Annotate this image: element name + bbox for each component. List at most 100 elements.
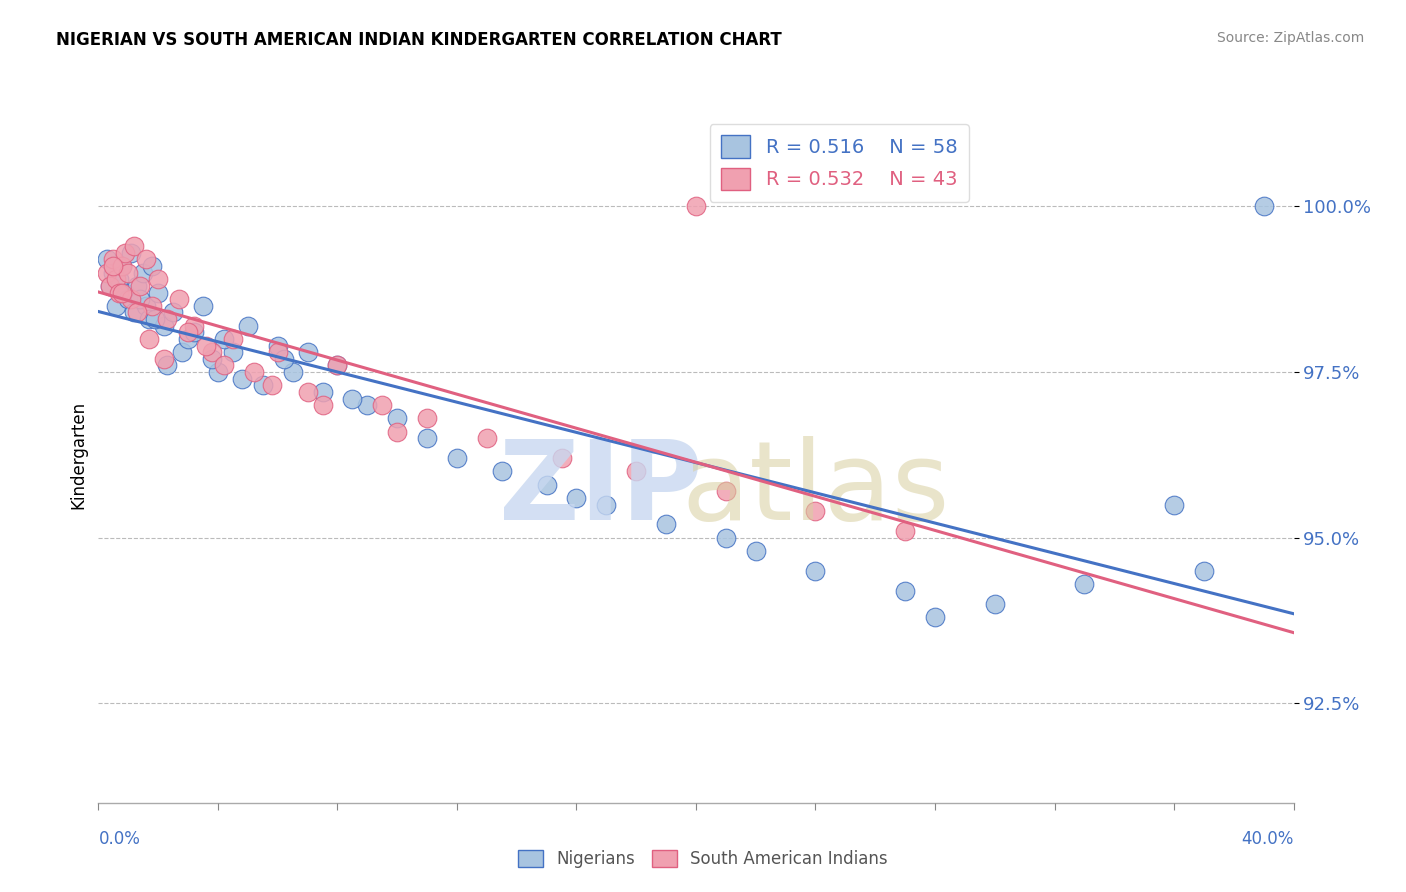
Text: 0.0%: 0.0% — [98, 830, 141, 847]
Point — [714, 531, 737, 545]
Point — [124, 239, 146, 253]
Point — [103, 252, 125, 267]
Point — [983, 597, 1005, 611]
Point — [236, 318, 259, 333]
Point — [120, 292, 142, 306]
Point — [356, 398, 378, 412]
Point — [96, 252, 118, 267]
Point — [804, 564, 827, 578]
Text: ZIP: ZIP — [499, 436, 702, 543]
Point — [326, 359, 349, 373]
Point — [624, 465, 647, 479]
Point — [156, 312, 179, 326]
Point — [162, 305, 184, 319]
Point — [385, 411, 409, 425]
Point — [191, 299, 214, 313]
Point — [252, 378, 274, 392]
Point — [143, 312, 166, 326]
Point — [148, 285, 170, 300]
Point — [297, 384, 319, 399]
Point — [153, 318, 176, 333]
Point — [129, 292, 152, 306]
Text: 40.0%: 40.0% — [1241, 830, 1294, 847]
Point — [103, 259, 125, 273]
Point — [177, 326, 200, 340]
Point — [167, 292, 190, 306]
Point — [127, 279, 149, 293]
Point — [714, 484, 737, 499]
Point — [536, 477, 558, 491]
Point — [141, 259, 163, 273]
Point — [183, 326, 205, 340]
Point — [111, 259, 134, 273]
Point — [231, 372, 253, 386]
Point — [98, 279, 122, 293]
Point — [565, 491, 588, 505]
Point — [595, 498, 617, 512]
Point — [685, 199, 707, 213]
Point — [114, 285, 136, 300]
Point — [177, 332, 200, 346]
Point — [326, 359, 349, 373]
Point — [371, 398, 394, 412]
Point — [124, 305, 146, 319]
Point — [416, 411, 439, 425]
Point — [212, 359, 235, 373]
Point — [105, 299, 128, 313]
Point — [243, 365, 266, 379]
Point — [156, 359, 179, 373]
Point — [475, 431, 498, 445]
Point — [1073, 577, 1095, 591]
Point — [297, 345, 319, 359]
Legend: Nigerians, South American Indians: Nigerians, South American Indians — [512, 843, 894, 875]
Point — [550, 451, 572, 466]
Point — [207, 365, 229, 379]
Point — [201, 345, 224, 359]
Point — [120, 245, 142, 260]
Point — [129, 279, 152, 293]
Point — [745, 544, 768, 558]
Point — [138, 332, 160, 346]
Point — [894, 583, 917, 598]
Point — [141, 299, 163, 313]
Point — [96, 266, 118, 280]
Point — [183, 318, 205, 333]
Point — [804, 504, 827, 518]
Point — [342, 392, 364, 406]
Legend: R = 0.516    N = 58, R = 0.532    N = 43: R = 0.516 N = 58, R = 0.532 N = 43 — [710, 124, 969, 202]
Point — [267, 345, 290, 359]
Text: NIGERIAN VS SOUTH AMERICAN INDIAN KINDERGARTEN CORRELATION CHART: NIGERIAN VS SOUTH AMERICAN INDIAN KINDER… — [56, 31, 782, 49]
Point — [148, 272, 170, 286]
Text: atlas: atlas — [682, 436, 949, 543]
Point — [385, 425, 409, 439]
Point — [132, 266, 155, 280]
Point — [655, 517, 678, 532]
Point — [201, 351, 224, 366]
Point — [172, 345, 194, 359]
Point — [491, 465, 513, 479]
Point — [311, 398, 333, 412]
Point — [416, 431, 439, 445]
Point — [1163, 498, 1185, 512]
Point — [260, 378, 283, 392]
Point — [138, 312, 160, 326]
Point — [111, 259, 134, 273]
Point — [98, 279, 122, 293]
Point — [108, 285, 131, 300]
Point — [117, 292, 139, 306]
Point — [311, 384, 333, 399]
Point — [114, 245, 136, 260]
Point — [222, 345, 245, 359]
Point — [212, 332, 235, 346]
Point — [127, 305, 149, 319]
Point — [103, 266, 125, 280]
Point — [135, 299, 157, 313]
Point — [924, 610, 946, 624]
Point — [222, 332, 245, 346]
Point — [105, 272, 128, 286]
Point — [135, 252, 157, 267]
Y-axis label: Kindergarten: Kindergarten — [69, 401, 87, 509]
Point — [153, 351, 176, 366]
Point — [117, 266, 139, 280]
Point — [281, 365, 304, 379]
